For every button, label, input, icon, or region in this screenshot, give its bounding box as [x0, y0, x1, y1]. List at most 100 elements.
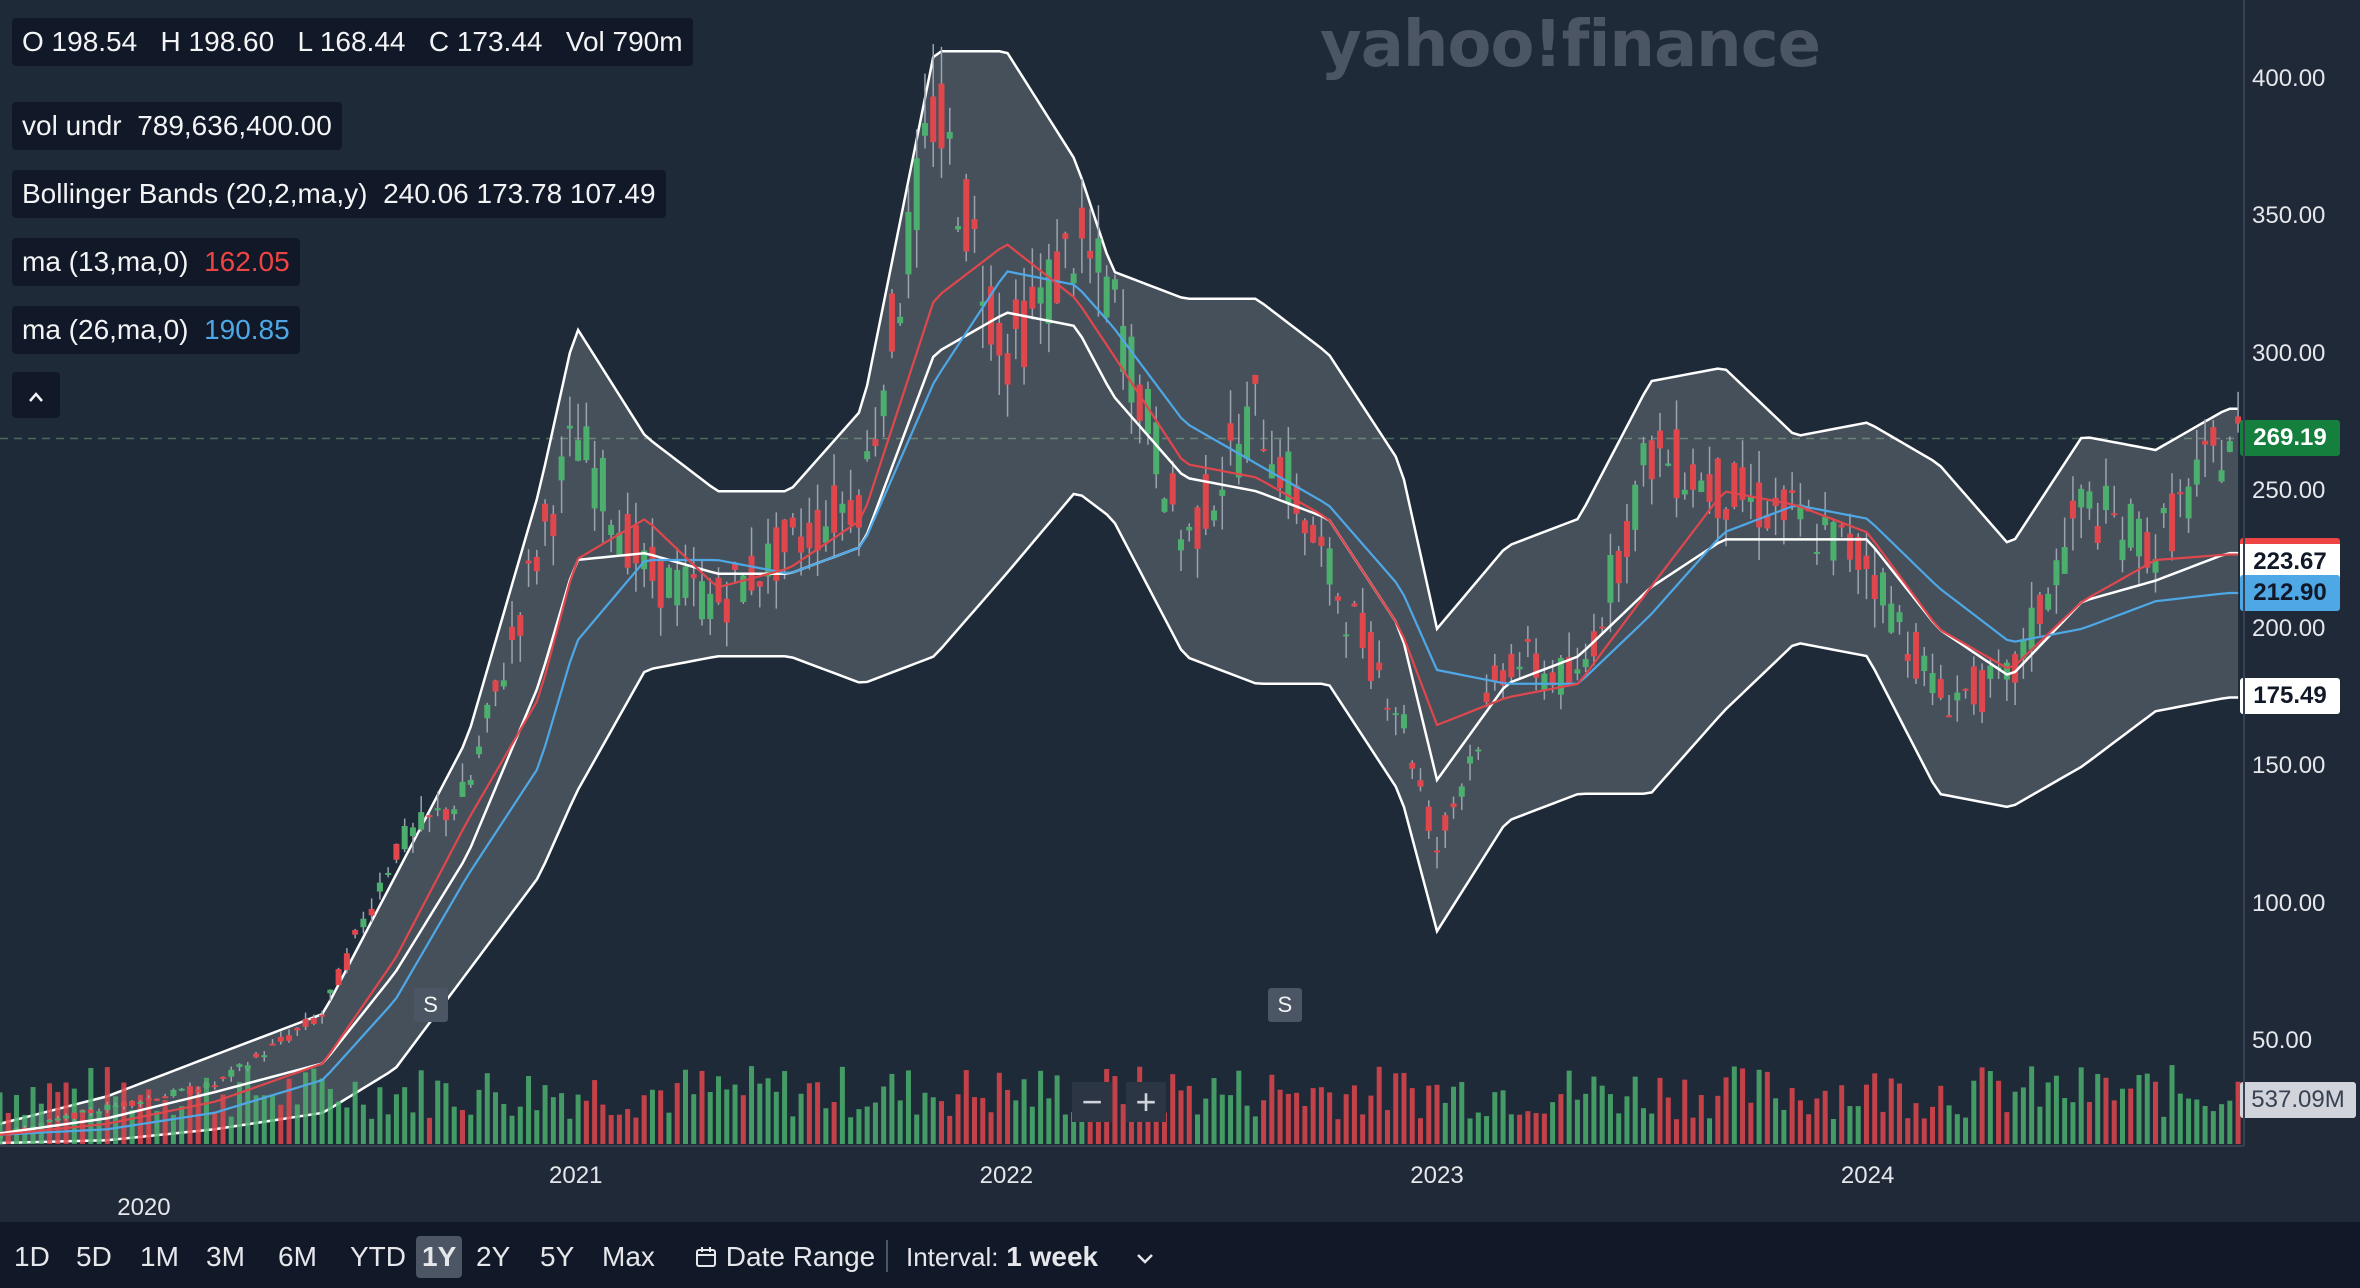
split-marker[interactable]: S [413, 988, 448, 1022]
candle-body [773, 527, 780, 581]
candle-body [2111, 513, 2118, 516]
y-tick-label: 400.00 [2252, 64, 2326, 92]
range-button-3m[interactable]: 3M [206, 1241, 245, 1272]
candle-body [1582, 659, 1589, 668]
candle-body [921, 123, 928, 136]
volume-bar [2037, 1106, 2043, 1144]
ma13-legend[interactable]: ma (13,ma,0) 162.05 [12, 238, 300, 286]
volume-bar [2086, 1101, 2092, 1144]
candle-body [2094, 525, 2101, 544]
candle-body [2045, 593, 2052, 610]
candle-body [690, 574, 697, 579]
candle-body [888, 293, 895, 352]
volume-bar [914, 1114, 920, 1144]
range-button-1d[interactable]: 1D [14, 1241, 50, 1272]
volume-bar [2078, 1067, 2084, 1144]
y-tick-label: 100.00 [2252, 889, 2326, 917]
chevron-down-icon [1137, 1254, 1153, 1264]
candle-body [1698, 480, 1705, 492]
volume-bar [1657, 1077, 1663, 1144]
collapse-legend-button[interactable] [12, 372, 60, 418]
volume-bar [1888, 1078, 1894, 1144]
volume-bar [212, 1111, 218, 1144]
range-button-5d[interactable]: 5D [76, 1241, 112, 1272]
price-tag: 537.09M [2240, 1082, 2356, 1118]
range-button-6m[interactable]: 6M [278, 1241, 317, 1272]
range-button-2y[interactable]: 2Y [476, 1241, 511, 1272]
candle-body [137, 1101, 144, 1104]
candle-body [1739, 467, 1746, 500]
candle-body [599, 457, 606, 512]
bollinger-legend[interactable]: Bollinger Bands (20,2,ma,y) 240.06 173.7… [12, 170, 666, 218]
vol-undr-legend[interactable]: vol undr 789,636,400.00 [12, 102, 342, 150]
candle-body [2210, 427, 2217, 446]
range-button-max[interactable]: Max [602, 1241, 655, 1272]
x-axis-border [0, 1145, 2244, 1147]
range-button-5y[interactable]: 5Y [540, 1241, 575, 1272]
candle-body [1425, 806, 1432, 831]
price-chart[interactable] [0, 0, 2244, 1146]
price-tag: 175.49 [2240, 678, 2340, 715]
candle-body [310, 1018, 317, 1024]
volume-bar [1599, 1085, 1605, 1144]
volume-bar [2020, 1087, 2026, 1144]
candle-body [649, 546, 656, 581]
range-button-ytd[interactable]: YTD [350, 1241, 406, 1272]
y-tick-label: 200.00 [2252, 614, 2326, 642]
candle-body [1673, 429, 1680, 499]
range-button-1m[interactable]: 1M [140, 1241, 179, 1272]
volume-bar [1847, 1106, 1853, 1144]
candle-body [698, 581, 705, 620]
candle-body [1211, 510, 1218, 521]
volume-bar [286, 1078, 292, 1144]
volume-bar [1682, 1079, 1688, 1144]
volume-bar [1797, 1100, 1803, 1144]
volume-bar [798, 1093, 804, 1144]
candle-body [1747, 496, 1754, 502]
interval-selector[interactable]: Interval: 1 week [900, 1236, 1162, 1278]
volume-bar [1285, 1093, 1291, 1144]
volume-bar [955, 1094, 961, 1144]
volume-bar [1674, 1119, 1680, 1144]
volume-bar [823, 1108, 829, 1144]
volume-bar [484, 1073, 490, 1144]
x-tick-label: 2022 [979, 1162, 1034, 1189]
volume-bar [831, 1102, 837, 1144]
candle-body [1045, 259, 1052, 324]
range-button-1y[interactable]: 1Y [416, 1236, 463, 1278]
candle-body [277, 1036, 284, 1042]
candle-body [484, 704, 491, 719]
candle-body [2086, 491, 2093, 509]
volume-bar [1723, 1077, 1729, 1144]
volume-bar [2227, 1100, 2233, 1144]
candle-body [1904, 653, 1911, 661]
candle-body [195, 1089, 202, 1093]
volume-bar [1360, 1114, 1366, 1144]
candle-body [2135, 518, 2142, 557]
zoom-in-button[interactable]: + [1126, 1082, 1166, 1122]
volume-bar [146, 1089, 152, 1144]
volume-bar [1451, 1086, 1457, 1144]
candle-body [1970, 666, 1977, 705]
candle-body [46, 1119, 53, 1122]
volume-bar [2128, 1088, 2134, 1144]
volume-bar [2119, 1088, 2125, 1144]
candle-body [38, 1123, 45, 1126]
candle-body [1937, 679, 1944, 698]
volume-bar [228, 1116, 234, 1144]
volume-bar [1054, 1075, 1060, 1144]
date-range-button[interactable]: Date Range [688, 1236, 881, 1278]
volume-bar [815, 1082, 821, 1144]
volume-bar [1302, 1105, 1308, 1144]
candle-body [641, 550, 648, 570]
candle-body [467, 779, 474, 785]
volume-bar [864, 1106, 870, 1144]
volume-bar [1517, 1114, 1523, 1144]
volume-bar [1632, 1076, 1638, 1144]
candle-body [1590, 631, 1597, 657]
candle-body [2177, 492, 2184, 495]
split-marker[interactable]: S [1267, 988, 1302, 1022]
zoom-out-button[interactable]: − [1072, 1082, 1112, 1122]
ma26-legend[interactable]: ma (26,ma,0) 190.85 [12, 306, 300, 354]
candle-body [1194, 507, 1201, 549]
